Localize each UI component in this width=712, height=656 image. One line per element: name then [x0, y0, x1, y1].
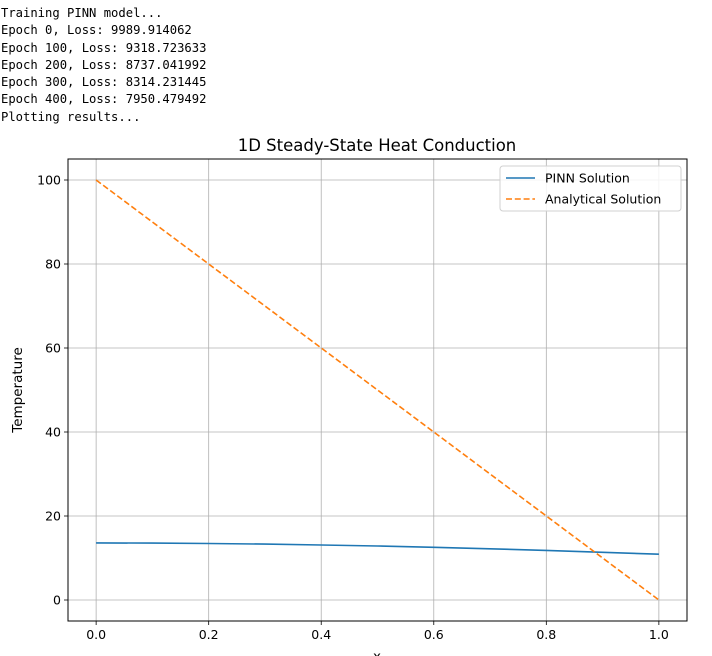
- console-line: Plotting results...: [1, 109, 141, 124]
- x-tick-label: 0.0: [86, 627, 106, 642]
- console-line: Epoch 300, Loss: 8314.231445: [1, 75, 207, 90]
- plot-frame: [67, 158, 688, 622]
- y-tick-label: 0: [53, 593, 61, 608]
- y-axis-label: Temperature: [10, 347, 26, 434]
- y-tick-label: 60: [45, 341, 61, 356]
- series-layer: [95, 179, 660, 601]
- heat-conduction-chart: 1D Steady-State Heat Conduction 0.0 0.2 0.…: [10, 136, 688, 656]
- console-output: Training PINN model... Epoch 0, Loss: 998…: [1, 5, 206, 126]
- console-line: Epoch 100, Loss: 9318.723633: [1, 40, 207, 55]
- grid: [68, 159, 687, 621]
- chart-title: 1D Steady-State Heat Conduction: [238, 136, 517, 155]
- series-line-pinn: [96, 542, 659, 555]
- console-line: Epoch 200, Loss: 8737.041992: [1, 57, 207, 72]
- x-axis: 0.0 0.2 0.4 0.6 0.8 1.0: [86, 621, 669, 642]
- console-line: Training PINN model...: [1, 6, 163, 20]
- x-tick-label: 0.4: [311, 627, 331, 642]
- y-tick-label: 40: [45, 425, 61, 440]
- legend-box: [499, 165, 682, 212]
- x-tick-label: 1.0: [649, 627, 669, 642]
- console-line: Epoch 400, Loss: 7950.479492: [1, 92, 207, 107]
- legend-label: PINN Solution: [545, 171, 630, 186]
- legend-label: Analytical Solution: [545, 192, 661, 207]
- x-tick-label: 0.2: [199, 627, 219, 642]
- y-tick-label: 20: [45, 509, 61, 524]
- x-tick-label: 0.6: [424, 627, 444, 642]
- y-axis: 0 20 40 60 80 100: [37, 173, 68, 608]
- console-line: Epoch 0, Loss: 9989.914062: [1, 23, 192, 38]
- x-tick-label: 0.8: [536, 627, 556, 642]
- y-tick-label: 80: [45, 257, 61, 272]
- y-tick-label: 100: [37, 173, 61, 188]
- series-line-analytical: [95, 179, 660, 601]
- legend: PINN Solution Analytical Solution: [499, 165, 682, 212]
- x-axis-label: x: [373, 649, 381, 656]
